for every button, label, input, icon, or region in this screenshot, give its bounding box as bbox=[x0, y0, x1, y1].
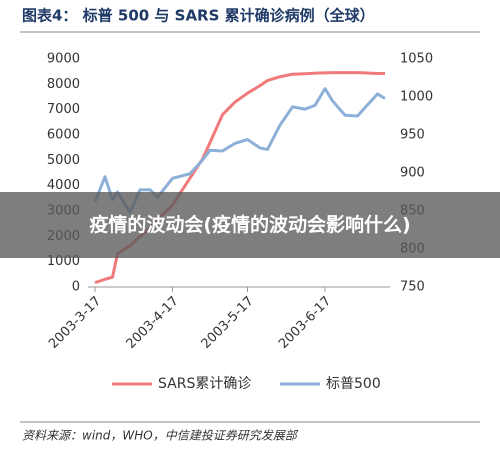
y-tick-label: 4000 bbox=[47, 178, 80, 193]
y-tick-label: 8000 bbox=[47, 77, 80, 92]
banner: 疫情的波动会(疫情的波动会影响什么) bbox=[0, 192, 500, 258]
y-tick-label: 5000 bbox=[47, 153, 80, 168]
legend-label: 标普500 bbox=[326, 376, 381, 392]
y2-tick-label: 750 bbox=[400, 280, 425, 295]
x-tick-label: 2003-4-17 bbox=[124, 294, 182, 352]
y2-tick-label: 1050 bbox=[400, 52, 433, 67]
banner-text: 疫情的波动会(疫情的波动会影响什么) bbox=[89, 214, 411, 236]
y2-tick-label: 900 bbox=[400, 166, 425, 181]
y-tick-label: 7000 bbox=[47, 102, 80, 117]
legend-label: SARS累计确诊 bbox=[158, 376, 251, 392]
x-tick-label: 2003-6-17 bbox=[276, 294, 334, 352]
x-tick-label: 2003-3-17 bbox=[46, 294, 104, 352]
x-tick-label: 2003-5-17 bbox=[199, 294, 257, 352]
y-tick-label: 9000 bbox=[47, 52, 80, 67]
y2-tick-label: 950 bbox=[400, 128, 425, 143]
y2-tick-label: 1000 bbox=[400, 90, 433, 105]
y-tick-label: 0 bbox=[72, 280, 80, 295]
chart-title: 图表4： 标普 500 与 SARS 累计确诊病例（全球） bbox=[22, 7, 375, 25]
source: 资料来源：wind，WHO，中信建投证券研究发展部 bbox=[22, 429, 299, 443]
y-tick-label: 6000 bbox=[47, 128, 80, 143]
